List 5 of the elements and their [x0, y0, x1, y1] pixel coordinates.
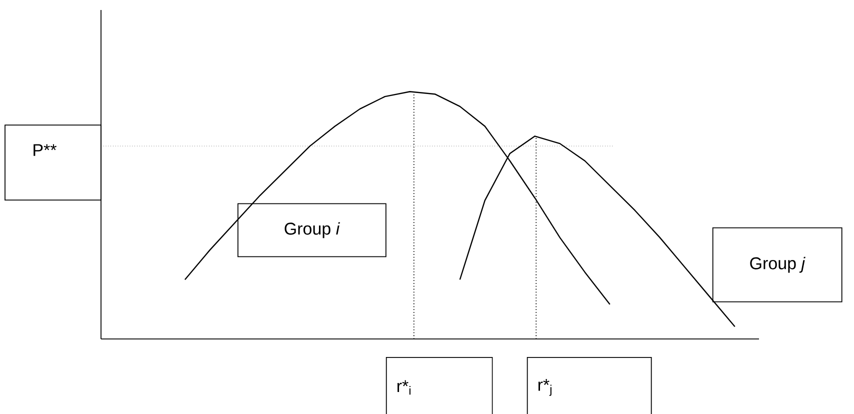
text: r*$_{i}$: [397, 380, 410, 395]
text: Group i: [284, 222, 340, 238]
ref-line-label: P**: [34, 144, 57, 156]
text: Group j: [750, 256, 806, 273]
text: r*$_{j}$: [538, 379, 552, 396]
